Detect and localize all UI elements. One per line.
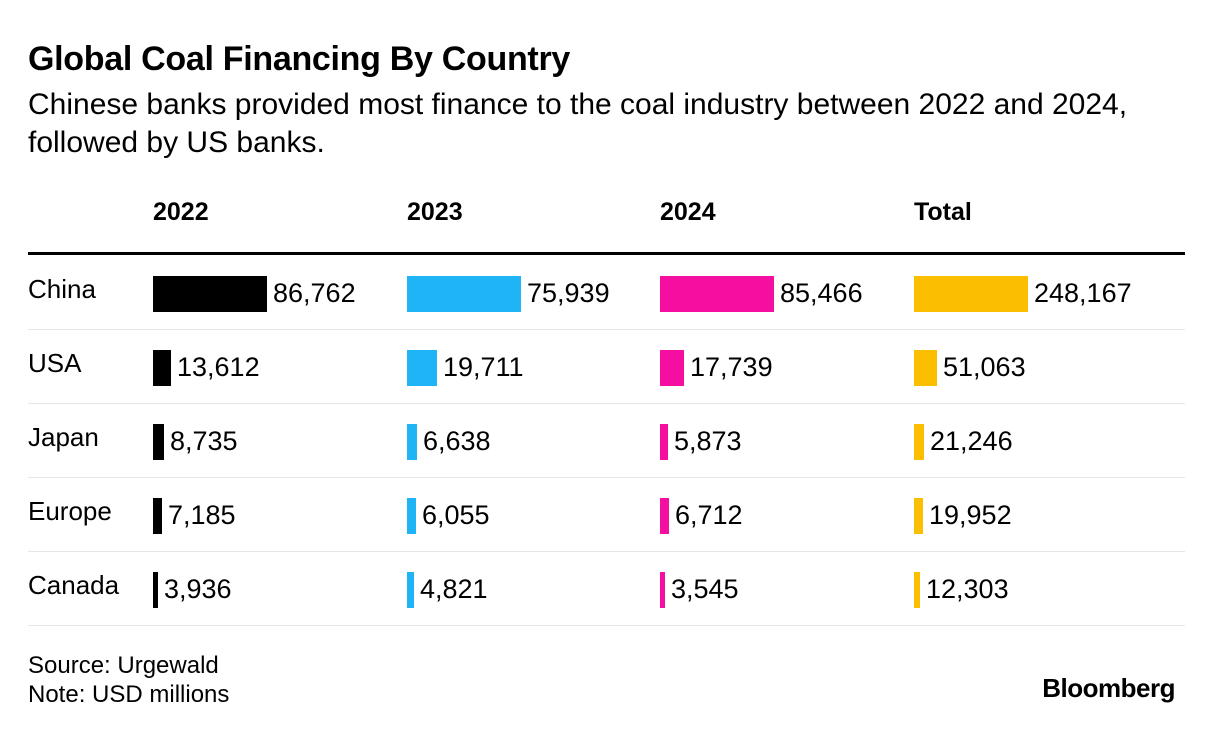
value-label: 3,545 — [671, 574, 739, 604]
value-label: 21,246 — [930, 426, 1013, 456]
bar — [407, 350, 437, 386]
column-header-2024: 2024 — [660, 198, 716, 226]
header-rule — [28, 252, 1185, 255]
row-divider — [28, 551, 1185, 552]
bar — [660, 350, 684, 386]
bar — [153, 498, 162, 534]
row-divider — [28, 403, 1185, 404]
bar — [660, 424, 668, 460]
column-header-2022: 2022 — [153, 198, 209, 226]
value-label: 6,712 — [675, 500, 743, 530]
bar — [660, 276, 774, 312]
bar — [660, 498, 669, 534]
bar — [914, 572, 920, 608]
bar — [153, 276, 267, 312]
row-divider — [28, 329, 1185, 330]
column-header-total: Total — [914, 198, 972, 226]
row-label: USA — [28, 348, 82, 378]
value-label: 19,711 — [443, 352, 524, 382]
value-label: 3,936 — [164, 574, 232, 604]
bar — [914, 424, 924, 460]
value-label: 6,638 — [423, 426, 491, 456]
table-row: China 86,762 75,939 85,466 248,167 — [0, 256, 1213, 330]
row-label: Europe — [28, 496, 112, 526]
bloomberg-logo: Bloomberg — [1042, 673, 1175, 703]
table-row: Europe 7,185 6,055 6,712 19,952 — [0, 478, 1213, 552]
chart-title: Global Coal Financing By Country — [28, 40, 570, 78]
bar — [914, 276, 1028, 312]
source-note: Source: Urgewald — [28, 652, 219, 679]
table-row: Japan 8,735 6,638 5,873 21,246 — [0, 404, 1213, 478]
chart-footer: Source: Urgewald Note: USD millions — [28, 651, 229, 709]
value-label: 12,303 — [926, 574, 1009, 604]
bar — [914, 498, 923, 534]
bar — [660, 572, 665, 608]
bar — [407, 424, 417, 460]
row-label: China — [28, 274, 96, 304]
bar — [153, 350, 171, 386]
row-divider — [28, 625, 1185, 626]
value-label: 5,873 — [674, 426, 742, 456]
value-label: 8,735 — [170, 426, 238, 456]
table-row: Canada 3,936 4,821 3,545 12,303 — [0, 552, 1213, 626]
row-divider — [28, 477, 1185, 478]
value-label: 248,167 — [1034, 278, 1132, 308]
chart-subtitle: Chinese banks provided most finance to t… — [28, 88, 1128, 159]
bar — [914, 350, 937, 386]
row-label: Japan — [28, 422, 99, 452]
bar — [407, 498, 416, 534]
value-label: 4,821 — [420, 574, 488, 604]
value-label: 19,952 — [929, 500, 1012, 530]
value-label: 13,612 — [177, 352, 260, 382]
value-label: 75,939 — [527, 278, 610, 308]
bar — [407, 572, 414, 608]
value-label: 85,466 — [780, 278, 863, 308]
table-row: USA 13,612 19,711 17,739 51,063 — [0, 330, 1213, 404]
units-note: Note: USD millions — [28, 681, 230, 708]
value-label: 86,762 — [273, 278, 356, 308]
value-label: 6,055 — [422, 500, 490, 530]
row-label: Canada — [28, 570, 120, 600]
value-label: 17,739 — [690, 352, 773, 382]
column-header-2023: 2023 — [407, 198, 463, 226]
bar — [153, 572, 158, 608]
value-label: 51,063 — [943, 352, 1026, 382]
bar — [407, 276, 521, 312]
value-label: 7,185 — [168, 500, 236, 530]
bar — [153, 424, 164, 460]
